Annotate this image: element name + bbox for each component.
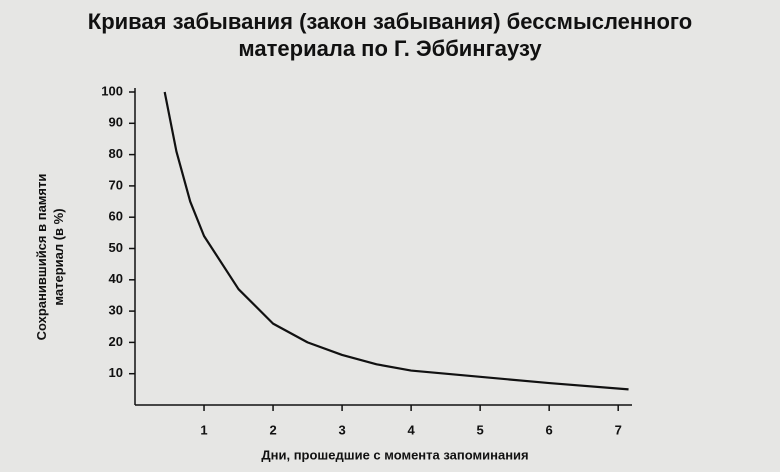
x-tick-label: 5 — [477, 422, 484, 437]
x-tick-label: 2 — [269, 422, 276, 437]
x-axis-label: Дни, прошедшие с момента запоминания — [261, 447, 528, 462]
x-tick-label: 3 — [338, 422, 345, 437]
y-tick-label: 90 — [109, 115, 123, 130]
y-tick-label: 10 — [109, 365, 123, 380]
y-tick-label: 70 — [109, 177, 123, 192]
y-tick-label: 30 — [109, 303, 123, 318]
y-tick-label: 50 — [109, 240, 123, 255]
y-tick-label: 60 — [109, 209, 123, 224]
y-tick-label: 100 — [101, 83, 123, 98]
curve — [163, 91, 629, 391]
x-tick-label: 6 — [546, 422, 553, 437]
y-tick-label: 80 — [109, 146, 123, 161]
chart-title: Кривая забывания (закон забывания) бессм… — [87, 9, 693, 61]
y-tick-label: 40 — [109, 271, 123, 286]
x-tick-label: 7 — [615, 422, 622, 437]
x-tick-label: 4 — [407, 422, 415, 437]
y-tick-label: 20 — [109, 334, 123, 349]
x-tick-label: 1 — [200, 422, 207, 437]
